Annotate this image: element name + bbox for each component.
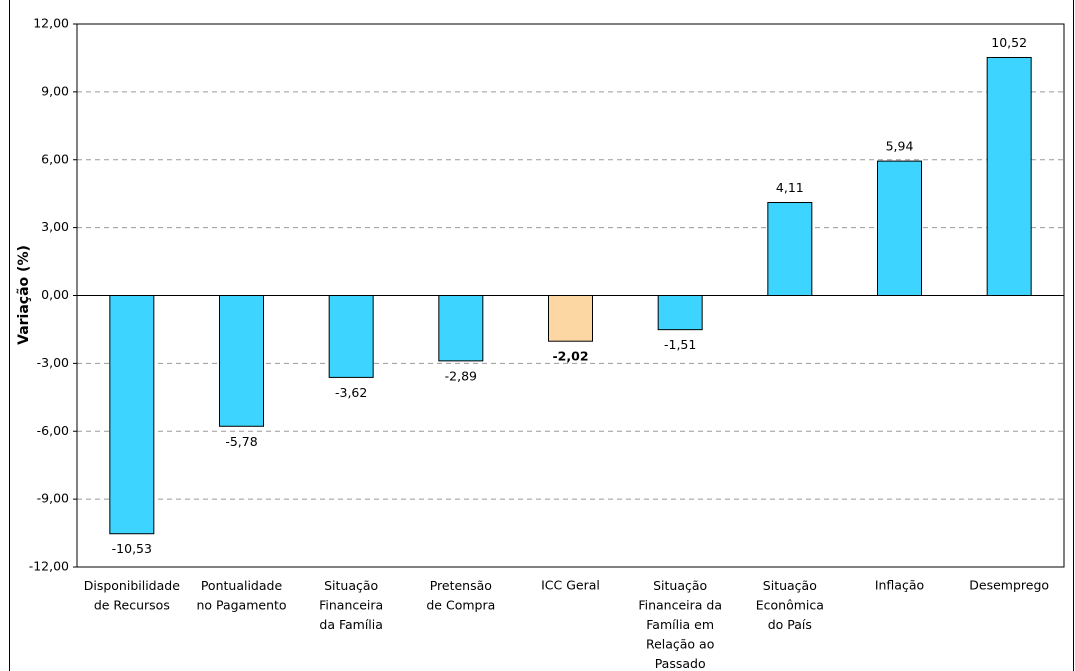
y-tick-label: -6,00 — [37, 423, 69, 438]
x-tick-label: Disponibilidade de Recursos — [84, 578, 180, 613]
bar — [219, 295, 264, 427]
bar — [548, 295, 593, 342]
x-tick-label: ICC Geral — [541, 578, 600, 593]
x-tick-label: Situação Econômica do País — [756, 578, 824, 632]
bar — [438, 295, 484, 362]
y-tick-label: -3,00 — [37, 355, 69, 370]
y-tick-label: 0,00 — [41, 287, 69, 302]
y-tick-label: 3,00 — [41, 219, 69, 234]
bar — [657, 295, 703, 331]
bar — [109, 295, 155, 535]
bar — [877, 160, 922, 296]
y-tick-label: 6,00 — [41, 151, 69, 166]
value-label: -2,89 — [445, 368, 477, 383]
y-tick-label: 12,00 — [33, 16, 69, 31]
value-label: 4,11 — [776, 180, 804, 195]
x-tick-label: Inflação — [875, 578, 924, 593]
value-label: 10,52 — [991, 35, 1027, 50]
bar — [328, 295, 374, 378]
value-label: -1,51 — [664, 337, 696, 352]
value-label: -2,02 — [552, 349, 588, 364]
x-tick-label: Desemprego — [969, 578, 1049, 593]
bar — [986, 56, 1032, 296]
y-tick-label: -9,00 — [37, 491, 69, 506]
x-tick-label: Situação Financeira da Família — [319, 578, 383, 632]
y-axis-label: Variação (%) — [16, 245, 32, 345]
y-tick-label: 9,00 — [41, 83, 69, 98]
bar — [767, 202, 813, 296]
chart-border — [9, 0, 1074, 671]
value-label: 5,94 — [886, 139, 914, 154]
y-tick-label: -12,00 — [29, 559, 69, 574]
x-tick-label: Situação Financeira da Família em Relação a… — [638, 578, 722, 671]
value-label: -5,78 — [225, 434, 257, 449]
value-label: -10,53 — [112, 541, 152, 556]
value-label: -3,62 — [335, 385, 367, 400]
x-tick-label: Pontualidade no Pagamento — [196, 578, 286, 613]
x-tick-label: Pretensão de Compra — [426, 578, 495, 613]
